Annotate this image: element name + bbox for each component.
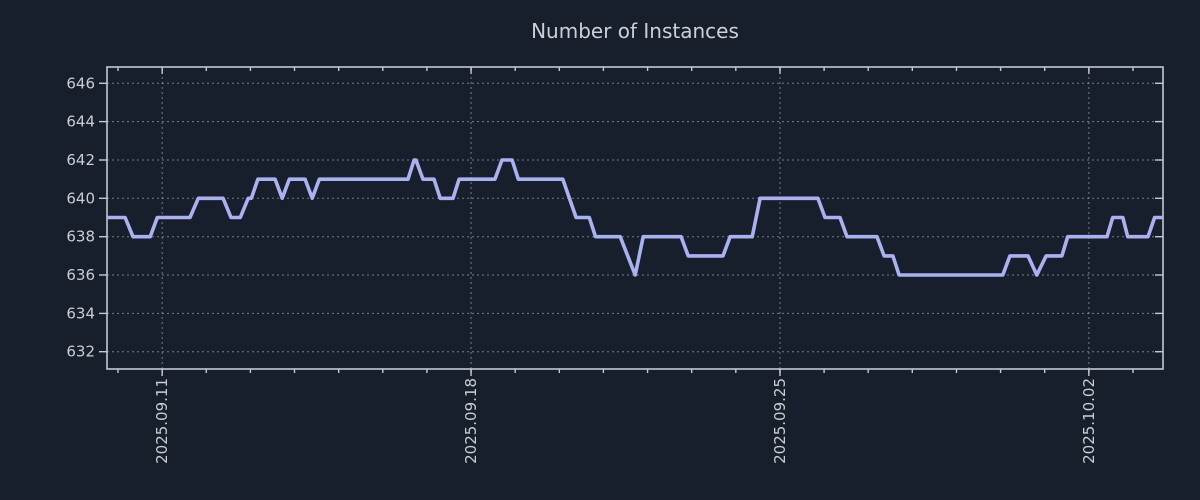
y-tick-label: 644 <box>66 113 95 131</box>
x-tick-label: 2025.10.02 <box>1080 378 1098 464</box>
y-tick-label: 646 <box>66 74 95 92</box>
y-tick-label: 632 <box>66 343 95 361</box>
x-tick-label: 2025.09.25 <box>771 378 789 464</box>
y-tick-label: 636 <box>66 266 95 284</box>
y-tick-label: 634 <box>66 304 95 322</box>
series-line-instances <box>107 158 1163 277</box>
y-tick-label: 640 <box>66 189 95 207</box>
y-tick-label: 638 <box>66 228 95 246</box>
x-tick-label: 2025.09.18 <box>462 378 480 464</box>
y-tick-label: 642 <box>66 151 95 169</box>
chart-title: Number of Instances <box>531 19 739 43</box>
x-tick-label: 2025.09.11 <box>153 378 171 464</box>
plot-border <box>106 66 1164 370</box>
